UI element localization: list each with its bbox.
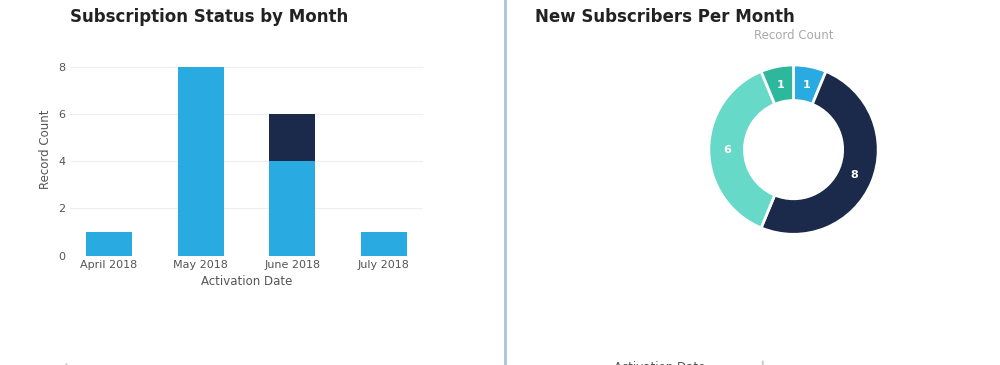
Y-axis label: Record Count: Record Count xyxy=(39,110,52,189)
Bar xyxy=(269,161,315,256)
Text: 8: 8 xyxy=(851,170,858,180)
Bar xyxy=(86,232,132,256)
Text: Subscription Status by Month: Subscription Status by Month xyxy=(70,8,348,26)
Text: New Subscribers Per Month: New Subscribers Per Month xyxy=(535,8,795,26)
Bar xyxy=(178,67,224,256)
Wedge shape xyxy=(761,65,794,104)
Wedge shape xyxy=(794,65,826,104)
Wedge shape xyxy=(709,72,775,228)
Bar xyxy=(269,114,315,161)
Text: Record Count: Record Count xyxy=(754,29,833,42)
Text: 1: 1 xyxy=(777,80,785,90)
Text: 1: 1 xyxy=(803,80,810,90)
Bar xyxy=(361,232,407,256)
Wedge shape xyxy=(761,72,878,234)
Text: 6: 6 xyxy=(724,145,731,155)
X-axis label: Activation Date: Activation Date xyxy=(201,274,292,288)
Text: Activation Date: Activation Date xyxy=(614,361,705,365)
